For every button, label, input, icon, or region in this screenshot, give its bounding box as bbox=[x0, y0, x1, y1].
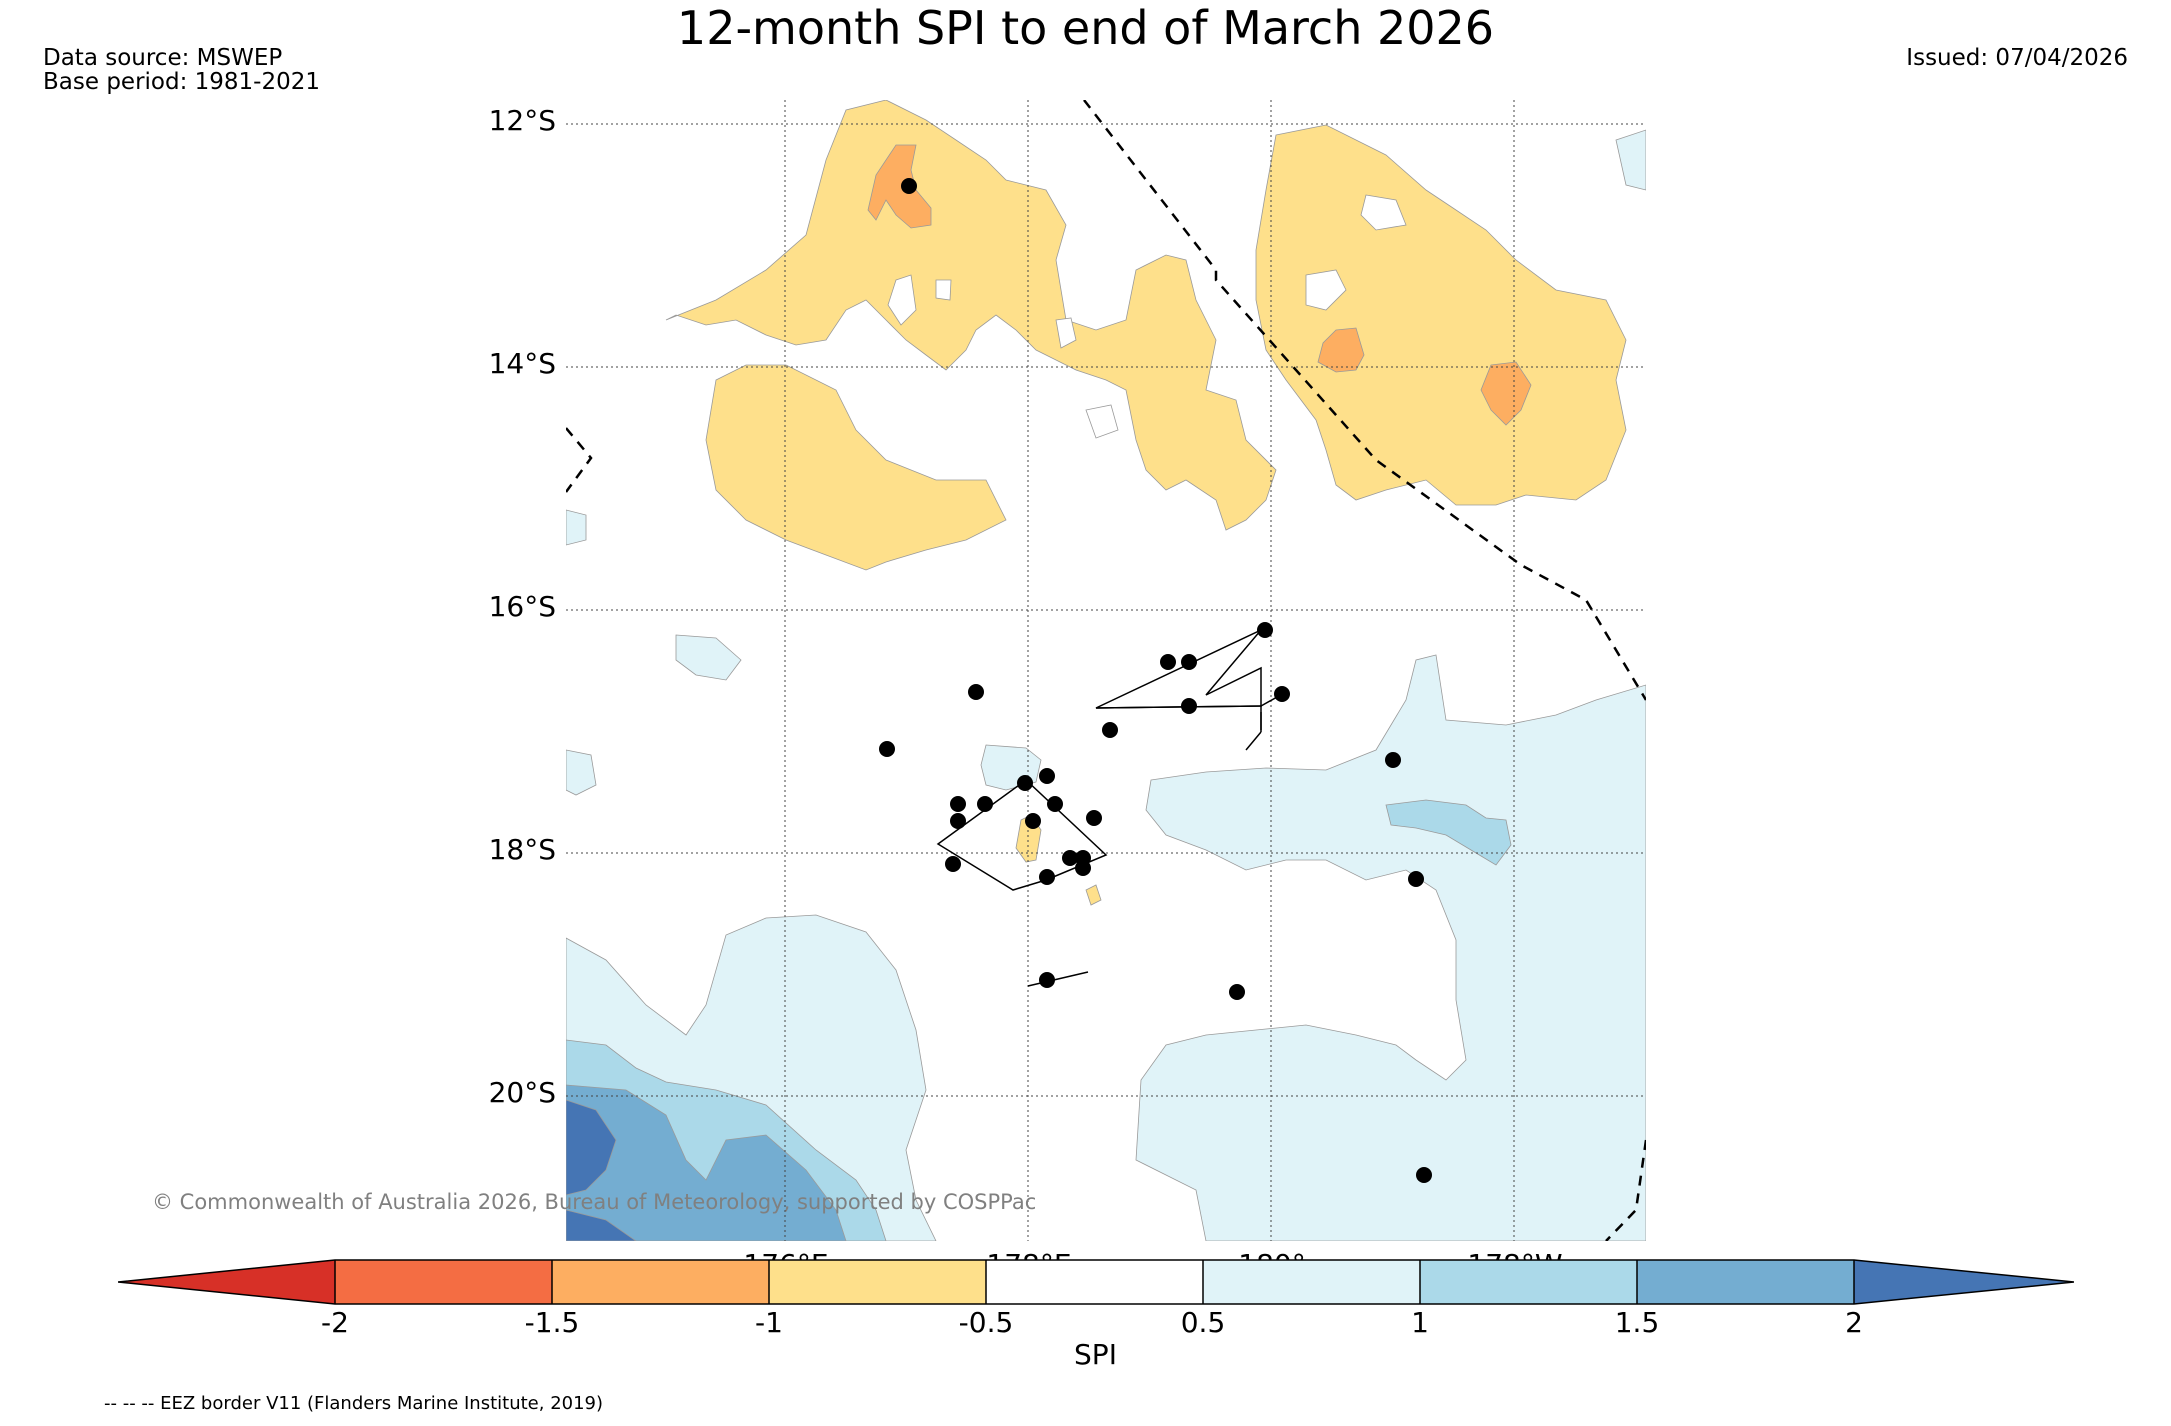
station-dot bbox=[968, 684, 984, 700]
station-dot bbox=[1075, 860, 1091, 876]
dry-region-north bbox=[665, 100, 1627, 906]
station-dot bbox=[1047, 796, 1063, 812]
eez-legend-note: -- -- -- EEZ border V11 (Flanders Marine… bbox=[104, 1393, 604, 1414]
colorbar-bin bbox=[1420, 1260, 1637, 1304]
station-dot bbox=[879, 741, 895, 757]
station-dot bbox=[977, 796, 993, 812]
lat-label-14s: 14°S bbox=[488, 347, 556, 380]
colorbar-tick: 1.5 bbox=[1614, 1306, 1660, 1339]
station-dot bbox=[1274, 686, 1290, 702]
colorbar-tick: 2 bbox=[1845, 1306, 1863, 1339]
colorbar-outline bbox=[118, 1259, 2074, 1305]
lat-label-16s: 16°S bbox=[488, 590, 556, 623]
graticule bbox=[566, 100, 1646, 1241]
colorbar-bin bbox=[769, 1260, 986, 1304]
colorbar-tick: -1 bbox=[755, 1306, 783, 1339]
station-dot bbox=[945, 856, 961, 872]
spi-colorbar bbox=[118, 1259, 2074, 1305]
station-dot bbox=[1385, 752, 1401, 768]
lat-label-18s: 18°S bbox=[488, 833, 556, 866]
colorbar-label: SPI bbox=[1074, 1338, 1117, 1371]
station-dots bbox=[879, 178, 1432, 1183]
colorbar-bin bbox=[1203, 1260, 1420, 1304]
station-dot bbox=[1229, 984, 1245, 1000]
station-dot bbox=[1257, 622, 1273, 638]
spi-map bbox=[566, 100, 1646, 1241]
station-dot bbox=[1181, 698, 1197, 714]
colorbar-bin bbox=[986, 1260, 1203, 1304]
station-dot bbox=[1017, 775, 1033, 791]
map-title: 12-month SPI to end of March 2026 bbox=[676, 1, 1495, 55]
station-dot bbox=[1039, 972, 1055, 988]
colorbar-tick: 1 bbox=[1411, 1306, 1429, 1339]
colorbar-bin bbox=[1637, 1260, 1854, 1304]
colorbar-extend-high bbox=[1854, 1260, 2074, 1304]
station-dot bbox=[950, 813, 966, 829]
station-dot bbox=[1086, 810, 1102, 826]
dry-region-holes bbox=[887, 194, 1407, 439]
station-dot bbox=[1039, 768, 1055, 784]
station-dot bbox=[1160, 654, 1176, 670]
station-dot bbox=[901, 178, 917, 194]
station-dot bbox=[1181, 654, 1197, 670]
station-dot bbox=[1062, 850, 1078, 866]
issued-date: Issued: 07/04/2026 bbox=[1906, 45, 2128, 71]
station-dot bbox=[1408, 871, 1424, 887]
copyright-notice: © Commonwealth of Australia 2026, Bureau… bbox=[152, 1190, 1037, 1214]
station-dot bbox=[1039, 869, 1055, 885]
base-period: Base period: 1981-2021 bbox=[43, 69, 321, 95]
drier-region-orange bbox=[867, 144, 1532, 426]
colorbar-bin bbox=[335, 1260, 552, 1304]
station-dot bbox=[1025, 813, 1041, 829]
colorbar-tick: -2 bbox=[321, 1306, 349, 1339]
colorbar-bin bbox=[552, 1260, 769, 1304]
data-source: Data source: MSWEP bbox=[43, 45, 283, 71]
lat-label-12s: 12°S bbox=[488, 104, 556, 137]
colorbar-tick: -1.5 bbox=[524, 1306, 580, 1339]
station-dot bbox=[950, 796, 966, 812]
station-dot bbox=[1102, 722, 1118, 738]
wet-region-east bbox=[566, 129, 1646, 1241]
wet-region-southwest bbox=[566, 914, 937, 1241]
lat-label-20s: 20°S bbox=[488, 1076, 556, 1109]
colorbar-tick: -0.5 bbox=[958, 1306, 1014, 1339]
colorbar-extend-low bbox=[118, 1260, 335, 1304]
station-dot bbox=[1416, 1167, 1432, 1183]
colorbar-tick: 0.5 bbox=[1180, 1306, 1226, 1339]
eez-border bbox=[566, 100, 1646, 1241]
